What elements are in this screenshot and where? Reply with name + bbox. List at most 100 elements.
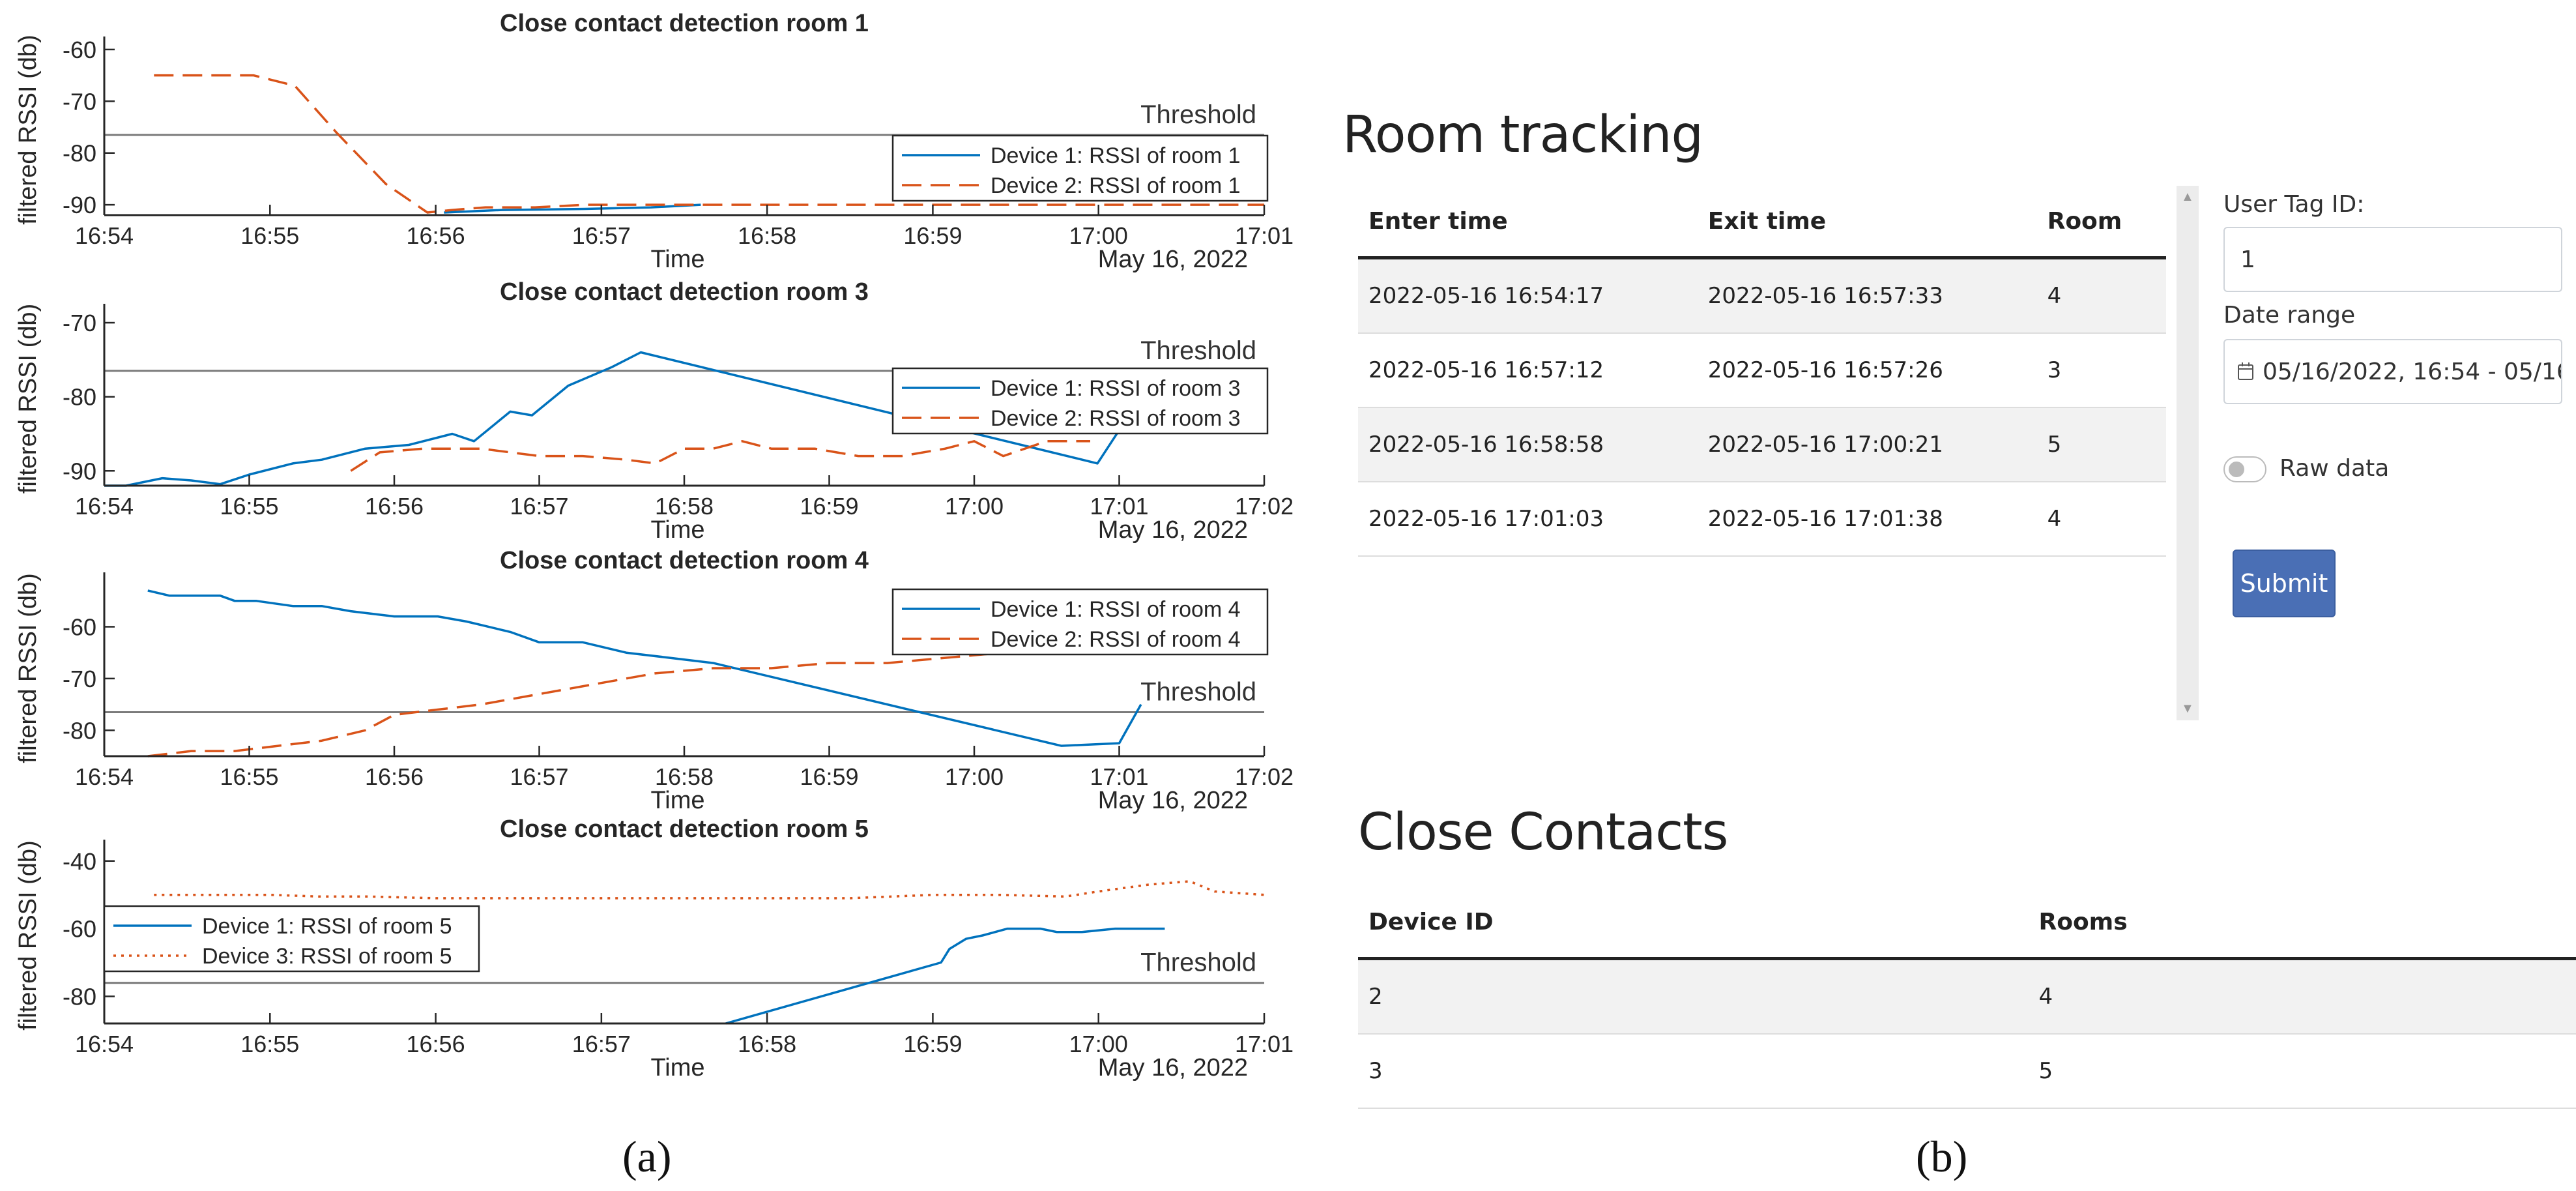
- legend-entry-2: Device 2: RSSI of room 3: [991, 406, 1241, 431]
- legend-box: [891, 588, 1269, 656]
- x-tick-label: 17:00: [945, 493, 1004, 520]
- legend-entry-2: Device 2: RSSI of room 4: [991, 627, 1241, 652]
- x-tick-label: 16:54: [75, 1031, 134, 1057]
- cell-exit-time: 2022-05-16 17:00:21: [1697, 407, 2037, 482]
- date-range-label: Date range: [2223, 302, 2356, 329]
- x-tick-label: 17:02: [1235, 763, 1294, 790]
- x-tick-label: 16:59: [903, 1031, 962, 1057]
- table-row[interactable]: 2022-05-16 16:58:58 2022-05-16 17:00:21 …: [1358, 407, 2166, 482]
- raw-data-label: Raw data: [2279, 455, 2390, 482]
- y-tick-label: -80: [63, 140, 96, 167]
- y-tick-label: -60: [63, 916, 96, 943]
- series-line-2: [154, 74, 1264, 214]
- x-tick-label: 16:58: [655, 763, 714, 790]
- column-header-rooms[interactable]: Rooms: [2028, 887, 2576, 960]
- date-label: May 16, 2022: [1098, 516, 1248, 544]
- cell-device-id: 3: [1358, 1034, 2029, 1109]
- user-tag-input[interactable]: 1: [2223, 227, 2562, 292]
- legend-entry-1: Device 1: RSSI of room 4: [991, 597, 1241, 622]
- date-label: May 16, 2022: [1098, 1054, 1248, 1081]
- table-row[interactable]: 2 4: [1358, 958, 2576, 1035]
- cell-exit-time: 2022-05-16 16:57:33: [1697, 257, 2037, 334]
- y-tick-label: -70: [63, 666, 96, 692]
- series-line-2: [147, 641, 1120, 757]
- room-tracking-title: Room tracking: [1342, 106, 1703, 164]
- series-line-1: [444, 203, 701, 214]
- table-scrollbar[interactable]: ▲ ▼: [2177, 186, 2199, 720]
- legend-entry-1: Device 1: RSSI of room 1: [991, 143, 1241, 168]
- legend-entry-1: Device 1: RSSI of room 5: [202, 914, 452, 939]
- x-tick-label: 17:00: [1069, 1031, 1128, 1057]
- x-tick-label: 16:55: [220, 493, 278, 520]
- series-line-1: [104, 351, 1120, 487]
- cell-enter-time: 2022-05-16 17:01:03: [1358, 482, 1698, 557]
- cell-room: 4: [2036, 257, 2166, 334]
- column-header-exit-time[interactable]: Exit time: [1697, 186, 2037, 259]
- y-tick-label: -40: [63, 848, 96, 875]
- x-tick-label: 16:54: [75, 493, 134, 520]
- column-header-room[interactable]: Room: [2036, 186, 2166, 259]
- table-row[interactable]: 3 5: [1358, 1034, 2576, 1109]
- close-contacts-table: Device ID Rooms 2 4 3 5: [1358, 887, 2576, 1109]
- table-row[interactable]: 2022-05-16 16:54:17 2022-05-16 16:57:33 …: [1358, 257, 2166, 334]
- cell-room: 3: [2036, 333, 2166, 408]
- x-tick-label: 16:55: [240, 1031, 299, 1057]
- y-axis-label: filtered RSSI (db): [14, 35, 42, 224]
- close-contacts-table-container: Device ID Rooms 2 4 3 5: [1358, 887, 2576, 1109]
- x-tick-label: 16:56: [365, 493, 424, 520]
- legend-box: [891, 134, 1269, 202]
- legend-box: [103, 905, 480, 973]
- chart-title: Close contact detection room 1: [500, 10, 869, 37]
- close-contacts-title: Close Contacts: [1358, 803, 1728, 862]
- x-tick-label: 16:57: [572, 222, 631, 249]
- series-line-2: [350, 440, 1090, 472]
- chart-title: Close contact detection room 5: [500, 816, 869, 843]
- series-line-2: [154, 880, 1265, 900]
- x-tick-label: 17:00: [1069, 222, 1128, 249]
- cell-exit-time: 2022-05-16 16:57:26: [1697, 333, 2037, 408]
- x-axis-label: Time: [650, 1054, 704, 1081]
- table-header-row: Enter time Exit time Room: [1358, 186, 2166, 259]
- x-tick-label: 16:57: [572, 1031, 631, 1057]
- submit-button[interactable]: Submit: [2233, 550, 2336, 617]
- x-tick-label: 16:56: [407, 1031, 465, 1057]
- room-tracking-table-container: Enter time Exit time Room 2022-05-16 16:…: [1358, 186, 2166, 557]
- y-tick-label: -60: [63, 613, 96, 640]
- y-tick-label: -80: [63, 384, 96, 411]
- scroll-up-arrow-icon[interactable]: ▲: [2181, 190, 2194, 204]
- chart-title: Close contact detection room 4: [500, 547, 869, 574]
- scroll-down-arrow-icon[interactable]: ▼: [2181, 701, 2194, 716]
- x-tick-label: 16:55: [220, 763, 278, 790]
- charts-panel-a: Close contact detection room 1 Threshold -…: [14, 10, 1294, 1081]
- threshold-label: Threshold: [1140, 678, 1256, 707]
- legend-entry-2: Device 2: RSSI of room 1: [991, 173, 1241, 198]
- x-tick-label: 17:01: [1090, 763, 1148, 790]
- column-header-device-id[interactable]: Device ID: [1358, 887, 2029, 960]
- x-tick-label: 17:01: [1090, 493, 1148, 520]
- x-tick-label: 16:56: [407, 222, 465, 249]
- x-tick-label: 16:54: [75, 763, 134, 790]
- y-tick-label: -70: [63, 310, 96, 336]
- x-axis-label: Time: [650, 246, 704, 273]
- dashboard-panel-b: Room tracking Enter time Exit time Room …: [1336, 0, 2576, 1128]
- date-range-value: 05/16/2022, 16:54 - 05/16/20: [2263, 358, 2561, 385]
- table-header-row: Device ID Rooms: [1358, 887, 2576, 960]
- table-row[interactable]: 2022-05-16 17:01:03 2022-05-16 17:01:38 …: [1358, 482, 2166, 557]
- series-line-1: [725, 927, 1165, 1025]
- y-tick-label: -80: [63, 717, 96, 744]
- caption-b: (b): [1916, 1132, 1968, 1181]
- x-tick-label: 16:56: [365, 763, 424, 790]
- cell-exit-time: 2022-05-16 17:01:38: [1697, 482, 2037, 557]
- x-tick-label: 17:00: [945, 763, 1004, 790]
- date-range-input[interactable]: 05/16/2022, 16:54 - 05/16/20: [2223, 339, 2562, 404]
- raw-data-toggle[interactable]: [2223, 456, 2266, 482]
- x-tick-label: 17:01: [1235, 1031, 1294, 1057]
- column-header-enter-time[interactable]: Enter time: [1358, 186, 1698, 259]
- cell-rooms: 4: [2028, 958, 2576, 1035]
- user-tag-label: User Tag ID:: [2223, 191, 2365, 218]
- x-axis-label: Time: [650, 516, 704, 544]
- y-tick-label: -70: [63, 88, 96, 115]
- user-tag-value: 1: [2240, 246, 2255, 273]
- table-row[interactable]: 2022-05-16 16:57:12 2022-05-16 16:57:26 …: [1358, 333, 2166, 408]
- y-tick-label: -80: [63, 983, 96, 1010]
